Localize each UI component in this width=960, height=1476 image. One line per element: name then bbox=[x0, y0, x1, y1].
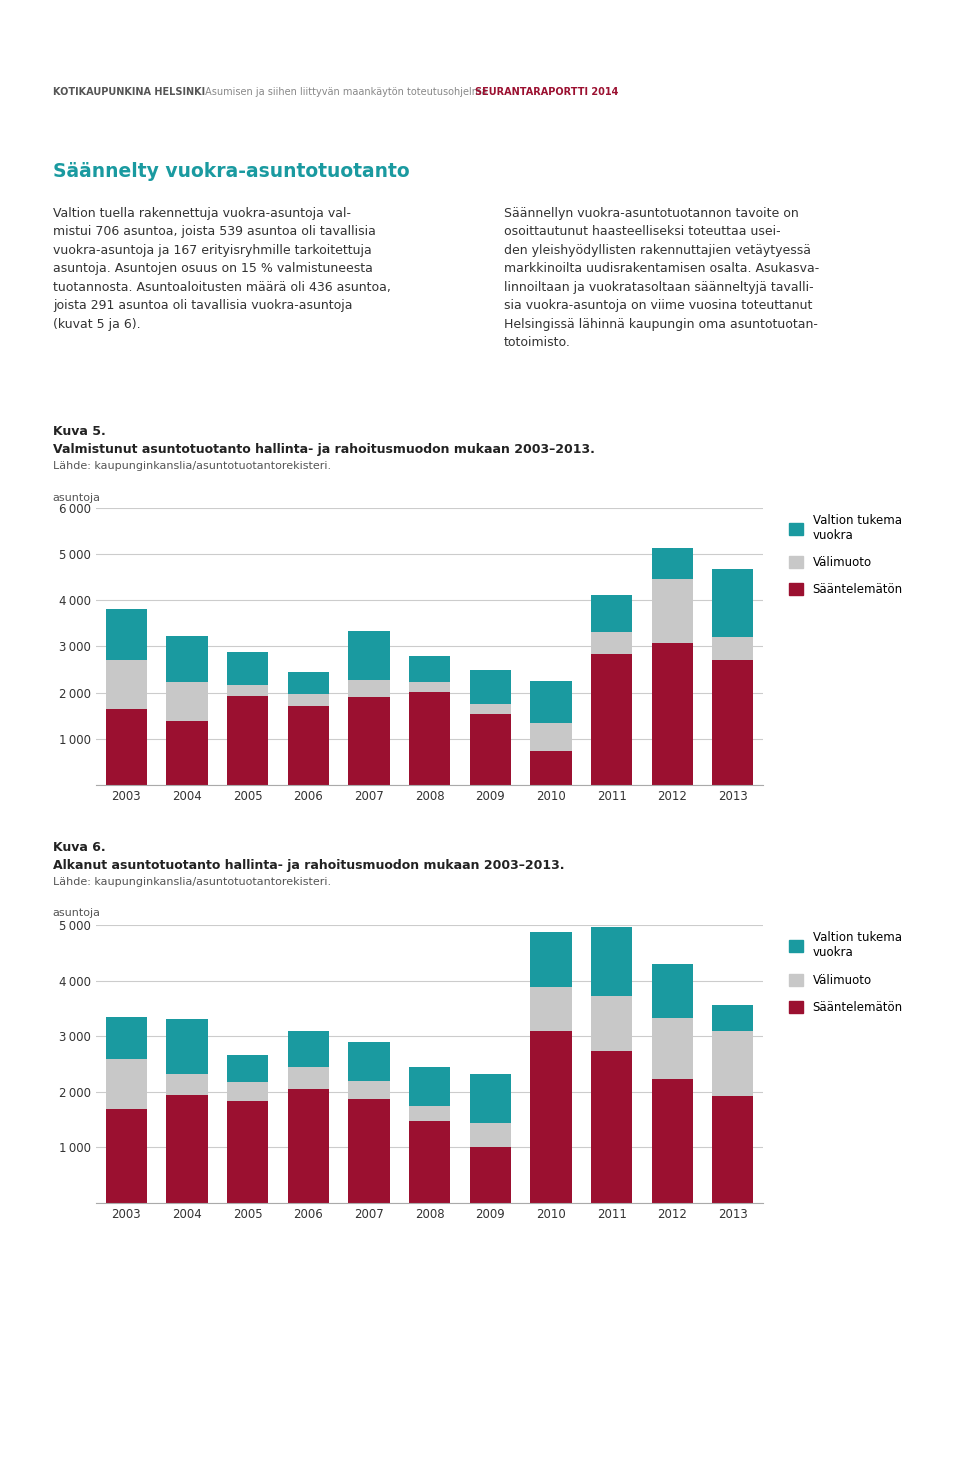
Bar bbox=[530, 1030, 571, 1203]
Bar bbox=[530, 750, 571, 785]
Bar bbox=[288, 706, 329, 785]
Text: Säännellyn vuokra-asuntotuotannon tavoite on
osoittautunut haasteelliseksi toteu: Säännellyn vuokra-asuntotuotannon tavoit… bbox=[504, 207, 819, 350]
Bar bbox=[106, 708, 147, 785]
Bar bbox=[106, 1017, 147, 1058]
Bar bbox=[652, 642, 693, 785]
Text: SEURANTARAPORTTI 2014: SEURANTARAPORTTI 2014 bbox=[475, 87, 618, 96]
Bar bbox=[591, 1051, 633, 1203]
Bar bbox=[106, 1108, 147, 1203]
Bar bbox=[288, 1030, 329, 1067]
Bar bbox=[166, 636, 207, 682]
Bar bbox=[409, 1106, 450, 1120]
Bar bbox=[712, 1005, 754, 1032]
Bar bbox=[348, 1042, 390, 1080]
Bar bbox=[106, 1058, 147, 1108]
Bar bbox=[712, 636, 754, 660]
Legend: Valtion tukema
vuokra, Välimuoto, Sääntelemätön: Valtion tukema vuokra, Välimuoto, Säänte… bbox=[789, 514, 902, 596]
Bar bbox=[469, 670, 511, 704]
Text: 20: 20 bbox=[6, 74, 31, 92]
Bar bbox=[712, 1095, 754, 1203]
Text: asuntoja: asuntoja bbox=[53, 493, 101, 503]
Bar bbox=[712, 660, 754, 785]
Bar bbox=[591, 927, 633, 996]
Bar bbox=[348, 697, 390, 785]
Bar bbox=[591, 632, 633, 654]
Bar bbox=[469, 1123, 511, 1147]
Text: KOTIKAUPUNKINA HELSINKI: KOTIKAUPUNKINA HELSINKI bbox=[53, 87, 204, 96]
Bar bbox=[166, 722, 207, 785]
Bar bbox=[530, 723, 571, 750]
Bar bbox=[652, 548, 693, 579]
Bar bbox=[591, 595, 633, 632]
Bar bbox=[409, 692, 450, 785]
Bar bbox=[106, 610, 147, 660]
Bar bbox=[288, 694, 329, 706]
Bar bbox=[469, 1147, 511, 1203]
Bar bbox=[652, 1079, 693, 1203]
Bar bbox=[288, 1067, 329, 1089]
Text: asuntoja: asuntoja bbox=[53, 908, 101, 918]
Bar bbox=[591, 654, 633, 785]
Legend: Valtion tukema
vuokra, Välimuoto, Sääntelemätön: Valtion tukema vuokra, Välimuoto, Säänte… bbox=[789, 931, 902, 1014]
Bar bbox=[166, 1095, 207, 1203]
Bar bbox=[288, 672, 329, 694]
Bar bbox=[652, 579, 693, 642]
Bar bbox=[530, 931, 571, 987]
Bar bbox=[348, 1080, 390, 1100]
Text: Lähde: kaupunginkanslia/asuntotuotantorekisteri.: Lähde: kaupunginkanslia/asuntotuotantore… bbox=[53, 877, 331, 887]
Bar bbox=[409, 682, 450, 692]
Bar bbox=[166, 1073, 207, 1095]
Bar bbox=[469, 1073, 511, 1123]
Bar bbox=[469, 714, 511, 785]
Text: Kuva 6.: Kuva 6. bbox=[53, 841, 106, 855]
Text: Säännelty vuokra-asuntotuotanto: Säännelty vuokra-asuntotuotanto bbox=[53, 162, 409, 182]
Bar bbox=[712, 1032, 754, 1095]
Text: Valtion tuella rakennettuja vuokra-asuntoja val-
mistui 706 asuntoa, joista 539 : Valtion tuella rakennettuja vuokra-asunt… bbox=[53, 207, 391, 331]
Bar bbox=[166, 682, 207, 722]
Bar bbox=[227, 1101, 268, 1203]
Bar bbox=[530, 682, 571, 723]
Text: Lähde: kaupunginkanslia/asuntotuotantorekisteri.: Lähde: kaupunginkanslia/asuntotuotantore… bbox=[53, 461, 331, 471]
Bar bbox=[652, 964, 693, 1018]
Bar bbox=[530, 987, 571, 1030]
Text: Valmistunut asuntotuotanto hallinta- ja rahoitusmuodon mukaan 2003–2013.: Valmistunut asuntotuotanto hallinta- ja … bbox=[53, 443, 594, 456]
Bar bbox=[348, 632, 390, 680]
Text: Alkanut asuntotuotanto hallinta- ja rahoitusmuodon mukaan 2003–2013.: Alkanut asuntotuotanto hallinta- ja raho… bbox=[53, 859, 564, 872]
Bar bbox=[166, 1020, 207, 1073]
Bar bbox=[409, 655, 450, 682]
Bar bbox=[227, 685, 268, 697]
Bar bbox=[348, 680, 390, 697]
Bar bbox=[409, 1067, 450, 1106]
Bar bbox=[227, 651, 268, 685]
Bar bbox=[469, 704, 511, 714]
Bar bbox=[227, 697, 268, 785]
Bar bbox=[227, 1082, 268, 1101]
Bar bbox=[652, 1018, 693, 1079]
Text: Kuva 5.: Kuva 5. bbox=[53, 425, 106, 438]
Bar bbox=[409, 1120, 450, 1203]
Bar bbox=[106, 660, 147, 708]
Bar bbox=[712, 570, 754, 636]
Bar bbox=[227, 1055, 268, 1082]
Bar bbox=[348, 1100, 390, 1203]
Text: Asumisen ja siihen liittyvän maankäytön toteutusohjelma: Asumisen ja siihen liittyvän maankäytön … bbox=[202, 87, 490, 96]
Bar bbox=[288, 1089, 329, 1203]
Bar bbox=[591, 996, 633, 1051]
